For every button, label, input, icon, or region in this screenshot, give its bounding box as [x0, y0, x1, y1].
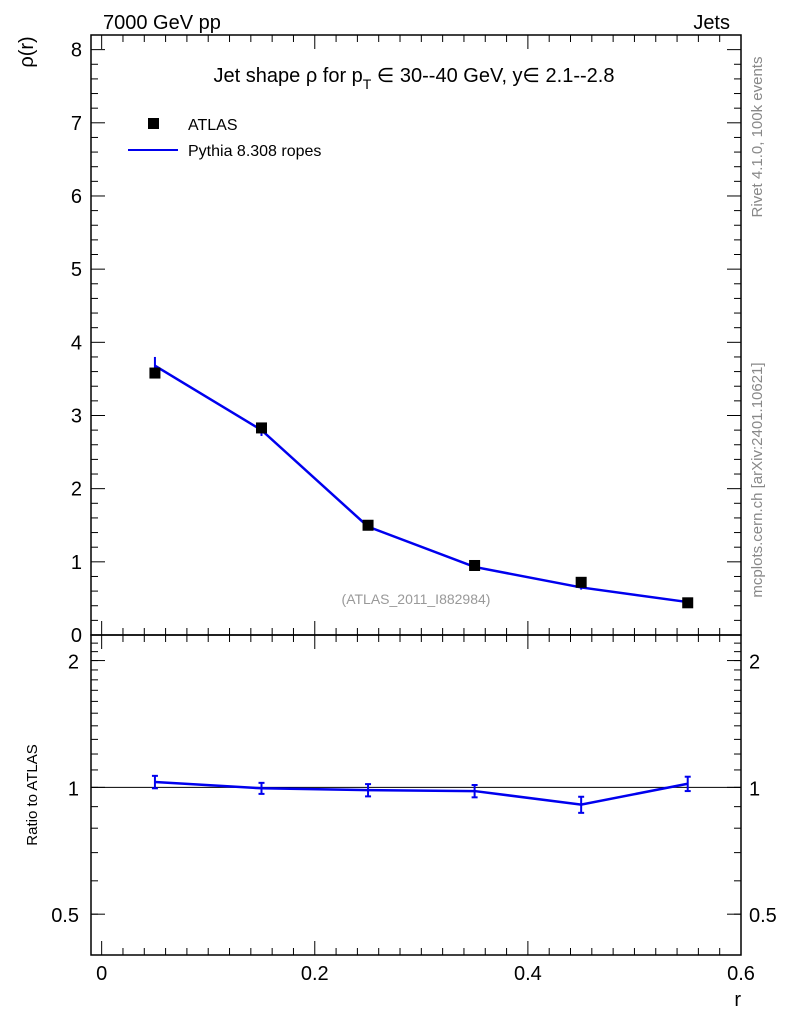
atlas-data-point: [149, 367, 161, 379]
header-energy: 7000 GeV pp: [103, 12, 221, 34]
main-y-axis-title: ρ(r): [16, 36, 38, 67]
ratio-y-tick-label-right: 1: [749, 778, 760, 800]
atlas-data-point: [682, 597, 694, 609]
ratio-y-tick-label: 1: [68, 778, 79, 800]
plot-title: Jet shape ρ for pT ∈ 30--40 GeV, y∈ 2.1-…: [214, 65, 615, 92]
x-tick-label: 0.6: [727, 963, 755, 985]
x-tick-label: 0.4: [514, 963, 542, 985]
atlas-data-point: [575, 576, 587, 588]
main-y-tick-label: 8: [71, 40, 82, 62]
ratio-y-tick-label-right: 2: [749, 652, 760, 674]
legend-atlas-label: ATLAS: [188, 117, 238, 134]
main-y-tick-label: 1: [71, 552, 82, 574]
main-y-tick-label: 5: [71, 259, 82, 281]
atlas-data-point: [362, 519, 374, 531]
legend-mc-label: Pythia 8.308 ropes: [188, 143, 321, 160]
x-axis-title: r: [734, 989, 741, 1011]
analysis-watermark: (ATLAS_2011_I882984): [342, 591, 491, 607]
main-y-tick-label: 6: [71, 186, 82, 208]
main-y-tick-label: 7: [71, 113, 82, 135]
main-y-tick-label: 4: [71, 332, 82, 354]
main-y-tick-label: 3: [71, 405, 82, 427]
ratio-y-tick-label-right: 0.5: [749, 905, 777, 927]
atlas-data-point: [255, 422, 267, 434]
rivet-label: Rivet 4.1.0, 100k events: [749, 57, 766, 218]
legend-atlas-marker: [148, 118, 159, 129]
mcplots-label: mcplots.cern.ch [arXiv:2401.10621]: [749, 362, 766, 597]
main-y-tick-label: 2: [71, 479, 82, 501]
mc-series-line: [154, 364, 688, 604]
header-category: Jets: [693, 12, 730, 34]
ratio-y-tick-label: 0.5: [51, 905, 79, 927]
ratio-series-line: [154, 780, 688, 806]
atlas-data-point: [469, 559, 481, 571]
ratio-y-axis-title: Ratio to ATLAS: [24, 744, 41, 845]
x-tick-label: 0: [96, 963, 107, 985]
ratio-plot-frame: [90, 634, 742, 956]
x-tick-label: 0.2: [301, 963, 329, 985]
main-y-tick-label: 0: [71, 625, 82, 647]
ratio-y-tick-label: 2: [68, 652, 79, 674]
